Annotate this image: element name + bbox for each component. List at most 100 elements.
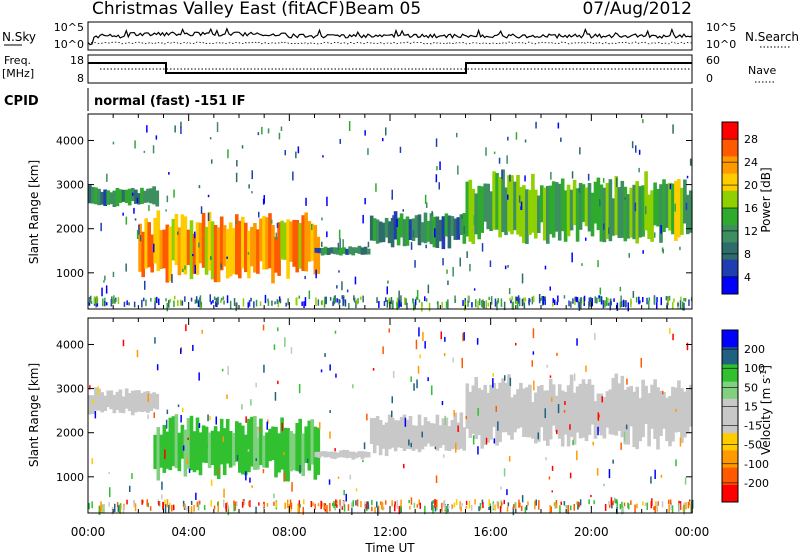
speckle-cell	[385, 221, 387, 226]
clutter-cell	[171, 505, 173, 512]
x-tick-label: 12:00	[373, 525, 408, 539]
echo-cell	[106, 390, 111, 408]
power-colorbar-label: Power [dB]	[759, 167, 773, 232]
echo-cell	[256, 229, 260, 274]
clutter-cell	[285, 302, 287, 307]
speckle-cell	[273, 344, 276, 350]
echo-cell	[159, 230, 164, 269]
freq-tick-top: 18	[70, 54, 84, 67]
echo-cell	[310, 223, 315, 261]
echo-cell	[262, 435, 266, 468]
clutter-cell	[399, 301, 402, 307]
clutter-cell	[607, 302, 610, 306]
speckle-cell	[104, 275, 106, 281]
clutter-cell	[680, 296, 682, 301]
echo-cell	[653, 182, 657, 226]
clutter-cell	[321, 300, 323, 306]
speckle-cell	[148, 205, 150, 211]
clutter-cell	[623, 502, 626, 507]
speckle-cell	[485, 437, 488, 445]
speckle-cell	[180, 415, 182, 423]
clutter-cell	[543, 296, 546, 302]
clutter-cell	[236, 302, 238, 310]
echo-cell	[543, 187, 547, 241]
echo-cell	[314, 451, 319, 458]
speckle-cell	[549, 375, 552, 378]
clutter-cell	[385, 500, 387, 505]
echo-cell	[222, 428, 227, 476]
echo-cell	[378, 221, 383, 243]
echo-cell	[486, 183, 490, 230]
freq-label-line2: [MHz]	[2, 67, 34, 80]
echo-cell	[180, 214, 185, 273]
clutter-cell	[572, 298, 574, 304]
echo-cell	[426, 421, 431, 444]
clutter-cell	[325, 296, 327, 305]
clutter-cell	[668, 504, 670, 513]
speckle-cell	[508, 288, 511, 295]
echo-cell	[323, 246, 328, 255]
echo-cell	[590, 192, 595, 237]
y-tick-label: 2000	[56, 427, 84, 440]
echo-cell	[213, 225, 218, 283]
speckle-cell	[581, 263, 583, 266]
clutter-cell	[578, 302, 581, 311]
clutter-cell	[326, 505, 328, 513]
speckle-cell	[391, 396, 393, 404]
y-tick-label: 3000	[56, 383, 84, 396]
clutter-cell	[128, 302, 130, 306]
clutter-cell	[353, 295, 355, 301]
echo-cell	[174, 214, 179, 265]
clutter-cell	[474, 499, 476, 505]
speckle-cell	[342, 239, 344, 248]
echo-cell	[480, 389, 484, 449]
echo-cell	[548, 378, 553, 440]
speckle-cell	[492, 378, 494, 388]
clutter-cell	[598, 296, 601, 303]
clutter-cell	[615, 499, 617, 504]
speckle-cell	[236, 160, 238, 167]
clutter-cell	[360, 296, 362, 300]
clutter-cell	[510, 299, 512, 304]
echo-cell	[483, 384, 487, 445]
echo-cell	[569, 374, 574, 437]
clutter-cell	[531, 296, 534, 305]
clutter-cell	[168, 502, 171, 510]
echo-cell	[426, 220, 431, 242]
clutter-cell	[371, 499, 373, 506]
clutter-cell	[683, 298, 685, 302]
echo-cell	[668, 182, 672, 231]
echo-cell	[222, 225, 227, 267]
colorbar-tick-label: -100	[744, 458, 769, 471]
clutter-cell	[396, 301, 398, 310]
echo-cell	[453, 412, 458, 449]
echo-cell	[489, 191, 493, 231]
speckle-cell	[660, 225, 662, 234]
speckle-cell	[261, 126, 263, 135]
echo-cell	[183, 216, 188, 275]
clutter-cell	[102, 504, 104, 513]
speckle-cell	[112, 141, 115, 145]
echo-cell	[115, 391, 120, 410]
speckle-cell	[601, 396, 603, 403]
speckle-cell	[431, 212, 434, 222]
speckle-cell	[436, 166, 438, 171]
clutter-cell	[488, 296, 490, 300]
speckle-cell	[600, 189, 602, 197]
speckle-cell	[321, 217, 323, 221]
speckle-cell	[551, 490, 553, 493]
echo-cell	[168, 417, 173, 471]
clutter-cell	[196, 501, 199, 507]
echo-cell	[608, 389, 613, 435]
speckle-cell	[364, 198, 366, 205]
echo-cell	[137, 390, 141, 412]
echo-cell	[572, 179, 577, 226]
clutter-cell	[126, 300, 128, 306]
cpid-label: CPID	[4, 94, 39, 109]
speckle-cell	[241, 404, 243, 410]
clutter-cell	[678, 505, 680, 512]
clutter-cell	[467, 300, 469, 307]
speckle-cell	[337, 242, 340, 250]
clutter-cell	[511, 302, 514, 310]
colorbar-segment	[722, 330, 738, 348]
